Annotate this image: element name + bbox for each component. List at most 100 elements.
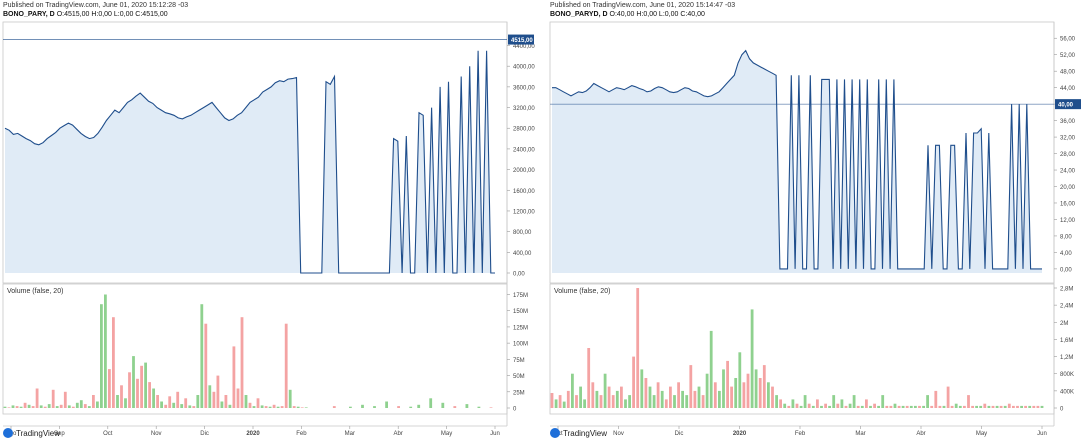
volume-bar (689, 365, 693, 408)
price-tick-label: 36,00 (1060, 119, 1076, 125)
time-tick-label: 2020 (246, 431, 260, 437)
volume-bar (361, 404, 364, 408)
volume-bar (730, 386, 733, 408)
volume-bar (188, 405, 192, 408)
volume-bar (349, 406, 352, 408)
volume-bar (779, 399, 782, 408)
volume-bar (296, 406, 300, 408)
volume-bar (697, 386, 701, 408)
volume-bar (726, 360, 729, 408)
price-tick-label: 2800,00 (513, 127, 535, 133)
volume-bar (865, 399, 868, 408)
volume-bar (136, 378, 139, 408)
volume-bar (373, 406, 376, 408)
chart-svg-right[interactable]: 0,00 4,00 8,00 12,00 16,00 20,00 24,00 28,00 32,… (547, 0, 1085, 442)
price-tick-label: 24,00 (1060, 169, 1076, 175)
price-tick-label: 800,00 (513, 230, 532, 236)
volume-bar (869, 405, 872, 408)
volume-bar (1020, 405, 1023, 408)
ohlc-values: O:40,00 H:0,00 L:0,00 C:40,00 (609, 11, 705, 18)
volume-bar (87, 406, 91, 408)
volume-bar (256, 398, 260, 408)
time-tick-label: Sep (54, 431, 65, 437)
volume-tick-label: 150M (513, 309, 528, 315)
volume-bar (583, 399, 586, 408)
volume-bar (104, 294, 107, 408)
volume-bar (429, 398, 433, 408)
volume-bar (713, 382, 717, 408)
time-tick-label: Jun (1037, 431, 1047, 437)
volume-tick-label: 0 (1060, 407, 1064, 413)
volume-bar (3, 406, 7, 408)
volume-bar (144, 362, 147, 408)
volume-tick-label: 100M (513, 342, 528, 348)
volume-bar (656, 382, 660, 408)
volume-bar (1040, 405, 1044, 408)
symbol-name: BONO_PARYD, D (550, 11, 608, 18)
volume-bar (893, 403, 897, 408)
volume-tick-label: 2,8M (1060, 287, 1073, 293)
volume-bar (799, 405, 803, 408)
volume-bar (172, 402, 176, 408)
volume-bar (958, 405, 962, 408)
volume-tick-label: 800K (1060, 372, 1074, 378)
volume-bar (685, 395, 689, 408)
chart-svg-left[interactable]: 0,00 400,00 800,00 1200,00 1600,00 2000,00 240… (0, 0, 538, 442)
price-tick-label: 56,00 (1060, 37, 1076, 43)
price-tick-label: 28,00 (1060, 152, 1076, 158)
volume-bar (877, 405, 880, 408)
volume-bar (701, 395, 705, 408)
volume-bar (27, 404, 31, 408)
volume-bar (762, 365, 766, 408)
volume-bar (168, 396, 172, 408)
symbol-header: BONO_PARYD, D O:40,00 H:0,00 L:0,00 C:40… (550, 11, 705, 18)
volume-bar (677, 382, 680, 408)
volume-bar (92, 395, 95, 408)
volume-bar (922, 405, 925, 408)
volume-tick-label: 175M (513, 293, 528, 299)
volume-bar (554, 399, 558, 408)
time-tick-label: Feb (795, 431, 806, 437)
volume-bar (914, 405, 917, 408)
volume-bar (562, 401, 566, 408)
tradingview-logo-icon (3, 428, 13, 438)
price-tick-label: 2400,00 (513, 147, 535, 153)
price-area-fill (5, 50, 495, 274)
volume-bar (787, 405, 791, 408)
volume-bar (771, 386, 774, 408)
volume-bar (280, 406, 284, 408)
volume-bar (599, 395, 603, 408)
volume-bar (885, 405, 889, 408)
volume-bar (31, 406, 35, 408)
volume-bar (807, 403, 811, 408)
price-tick-label: 2000,00 (513, 168, 535, 174)
volume-bar (648, 386, 652, 408)
volume-bar (124, 398, 127, 408)
volume-bar (272, 404, 276, 408)
volume-bar (240, 317, 244, 408)
volume-bar (848, 403, 852, 408)
volume-bar (930, 405, 934, 408)
volume-bar (550, 393, 554, 408)
volume-bar (934, 390, 938, 408)
price-tick-label: 48,00 (1060, 70, 1076, 76)
tradingview-brand: TradingView (563, 428, 608, 438)
volume-bar (260, 405, 264, 408)
volume-bar (264, 406, 268, 408)
price-tick-label: 400,00 (513, 251, 532, 257)
volume-pane-frame (549, 283, 1055, 415)
volume-bar (300, 407, 304, 408)
volume-bar (489, 407, 493, 408)
volume-bar (385, 401, 388, 408)
volume-bar (397, 406, 400, 408)
volume-bar (758, 378, 762, 408)
volume-bar (268, 406, 272, 408)
volume-bar (783, 403, 787, 408)
volume-bar (75, 402, 79, 408)
tradingview-logo[interactable]: TradingView (550, 428, 607, 438)
volume-bar (1012, 405, 1015, 408)
volume-bar (644, 378, 648, 408)
tradingview-logo[interactable]: TradingView (3, 428, 60, 438)
volume-bar (558, 395, 562, 408)
price-tick-label: 52,00 (1060, 53, 1076, 59)
